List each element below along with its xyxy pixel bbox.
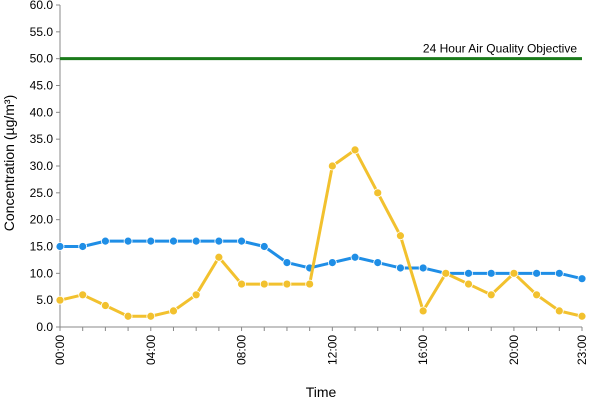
y-axis-title: Concentration (µg/m³) — [1, 95, 17, 231]
data-point — [78, 290, 88, 300]
data-point — [327, 161, 337, 171]
x-tick-label: 23:00 — [575, 335, 589, 365]
data-point — [532, 268, 542, 278]
y-tick-label: 5.0 — [36, 293, 53, 307]
data-point — [237, 236, 246, 246]
y-tick-label: 40.0 — [30, 105, 54, 119]
x-tick-label: 16:00 — [416, 335, 430, 365]
data-point — [350, 145, 360, 155]
data-point — [396, 231, 405, 241]
data-point — [259, 242, 269, 251]
data-point — [123, 236, 133, 246]
data-point — [532, 290, 542, 300]
y-tick-label: 0.0 — [36, 320, 53, 334]
series-group — [55, 145, 587, 321]
y-tick-label: 35.0 — [30, 132, 54, 146]
x-axis-title: Time — [306, 384, 337, 400]
data-point — [55, 242, 65, 251]
y-tick-label: 15.0 — [30, 240, 54, 254]
data-point — [509, 268, 519, 278]
y-tick-label: 55.0 — [30, 25, 54, 39]
x-tick-label: 00:00 — [53, 335, 67, 365]
reference-line-group: 24 Hour Air Quality Objective — [60, 42, 582, 61]
data-point — [191, 236, 201, 246]
data-point — [191, 290, 201, 300]
y-tick-label: 10.0 — [30, 266, 54, 280]
data-point — [373, 188, 383, 198]
series-line — [59, 148, 583, 318]
data-point — [214, 252, 224, 262]
data-point — [577, 274, 587, 284]
series-line — [60, 239, 583, 281]
data-point — [259, 279, 269, 289]
data-point — [350, 252, 360, 262]
y-tick-label: 45.0 — [30, 79, 54, 93]
x-tick-label: 08:00 — [235, 335, 249, 365]
data-point — [577, 311, 587, 321]
y-tick-label: 25.0 — [30, 186, 54, 200]
data-point — [100, 301, 110, 310]
data-point — [169, 306, 178, 316]
series-2 — [55, 145, 587, 321]
data-point — [78, 242, 88, 251]
x-tick-label: 20:00 — [507, 335, 521, 365]
data-point — [214, 236, 224, 246]
data-point — [146, 311, 156, 321]
data-point — [146, 236, 156, 246]
data-point — [554, 268, 564, 278]
series-1 — [55, 236, 587, 284]
y-tick-label: 20.0 — [30, 213, 54, 227]
data-point — [237, 279, 246, 289]
y-axis-ticks: 0.0 5.0 10.0 15.0 20.0 25.0 30.0 35.0 40.0 45.0 50… — [30, 0, 60, 334]
data-point — [305, 279, 315, 289]
data-point — [282, 258, 292, 268]
data-point — [418, 263, 428, 273]
data-point — [441, 268, 451, 278]
y-tick-label: 60.0 — [30, 0, 54, 12]
data-point — [327, 258, 337, 268]
data-point — [100, 236, 110, 246]
data-point — [554, 306, 564, 316]
data-point — [418, 306, 428, 316]
data-point — [396, 263, 405, 273]
data-point — [282, 279, 292, 289]
x-tick-label: 04:00 — [144, 335, 158, 365]
data-point — [55, 295, 65, 305]
y-tick-label: 30.0 — [30, 159, 54, 173]
data-point — [486, 268, 496, 278]
y-tick-label: 50.0 — [30, 52, 54, 66]
data-point — [169, 236, 178, 246]
data-point — [486, 290, 496, 300]
data-point — [373, 258, 383, 268]
reference-line-label: 24 Hour Air Quality Objective — [423, 42, 577, 56]
data-point — [464, 279, 473, 289]
x-axis-ticks: 00:00 04:00 08:00 12:00 16:00 20:00 23:00 — [53, 327, 589, 365]
data-point — [123, 311, 133, 321]
x-tick-label: 12:00 — [325, 335, 339, 365]
data-point — [464, 268, 473, 278]
